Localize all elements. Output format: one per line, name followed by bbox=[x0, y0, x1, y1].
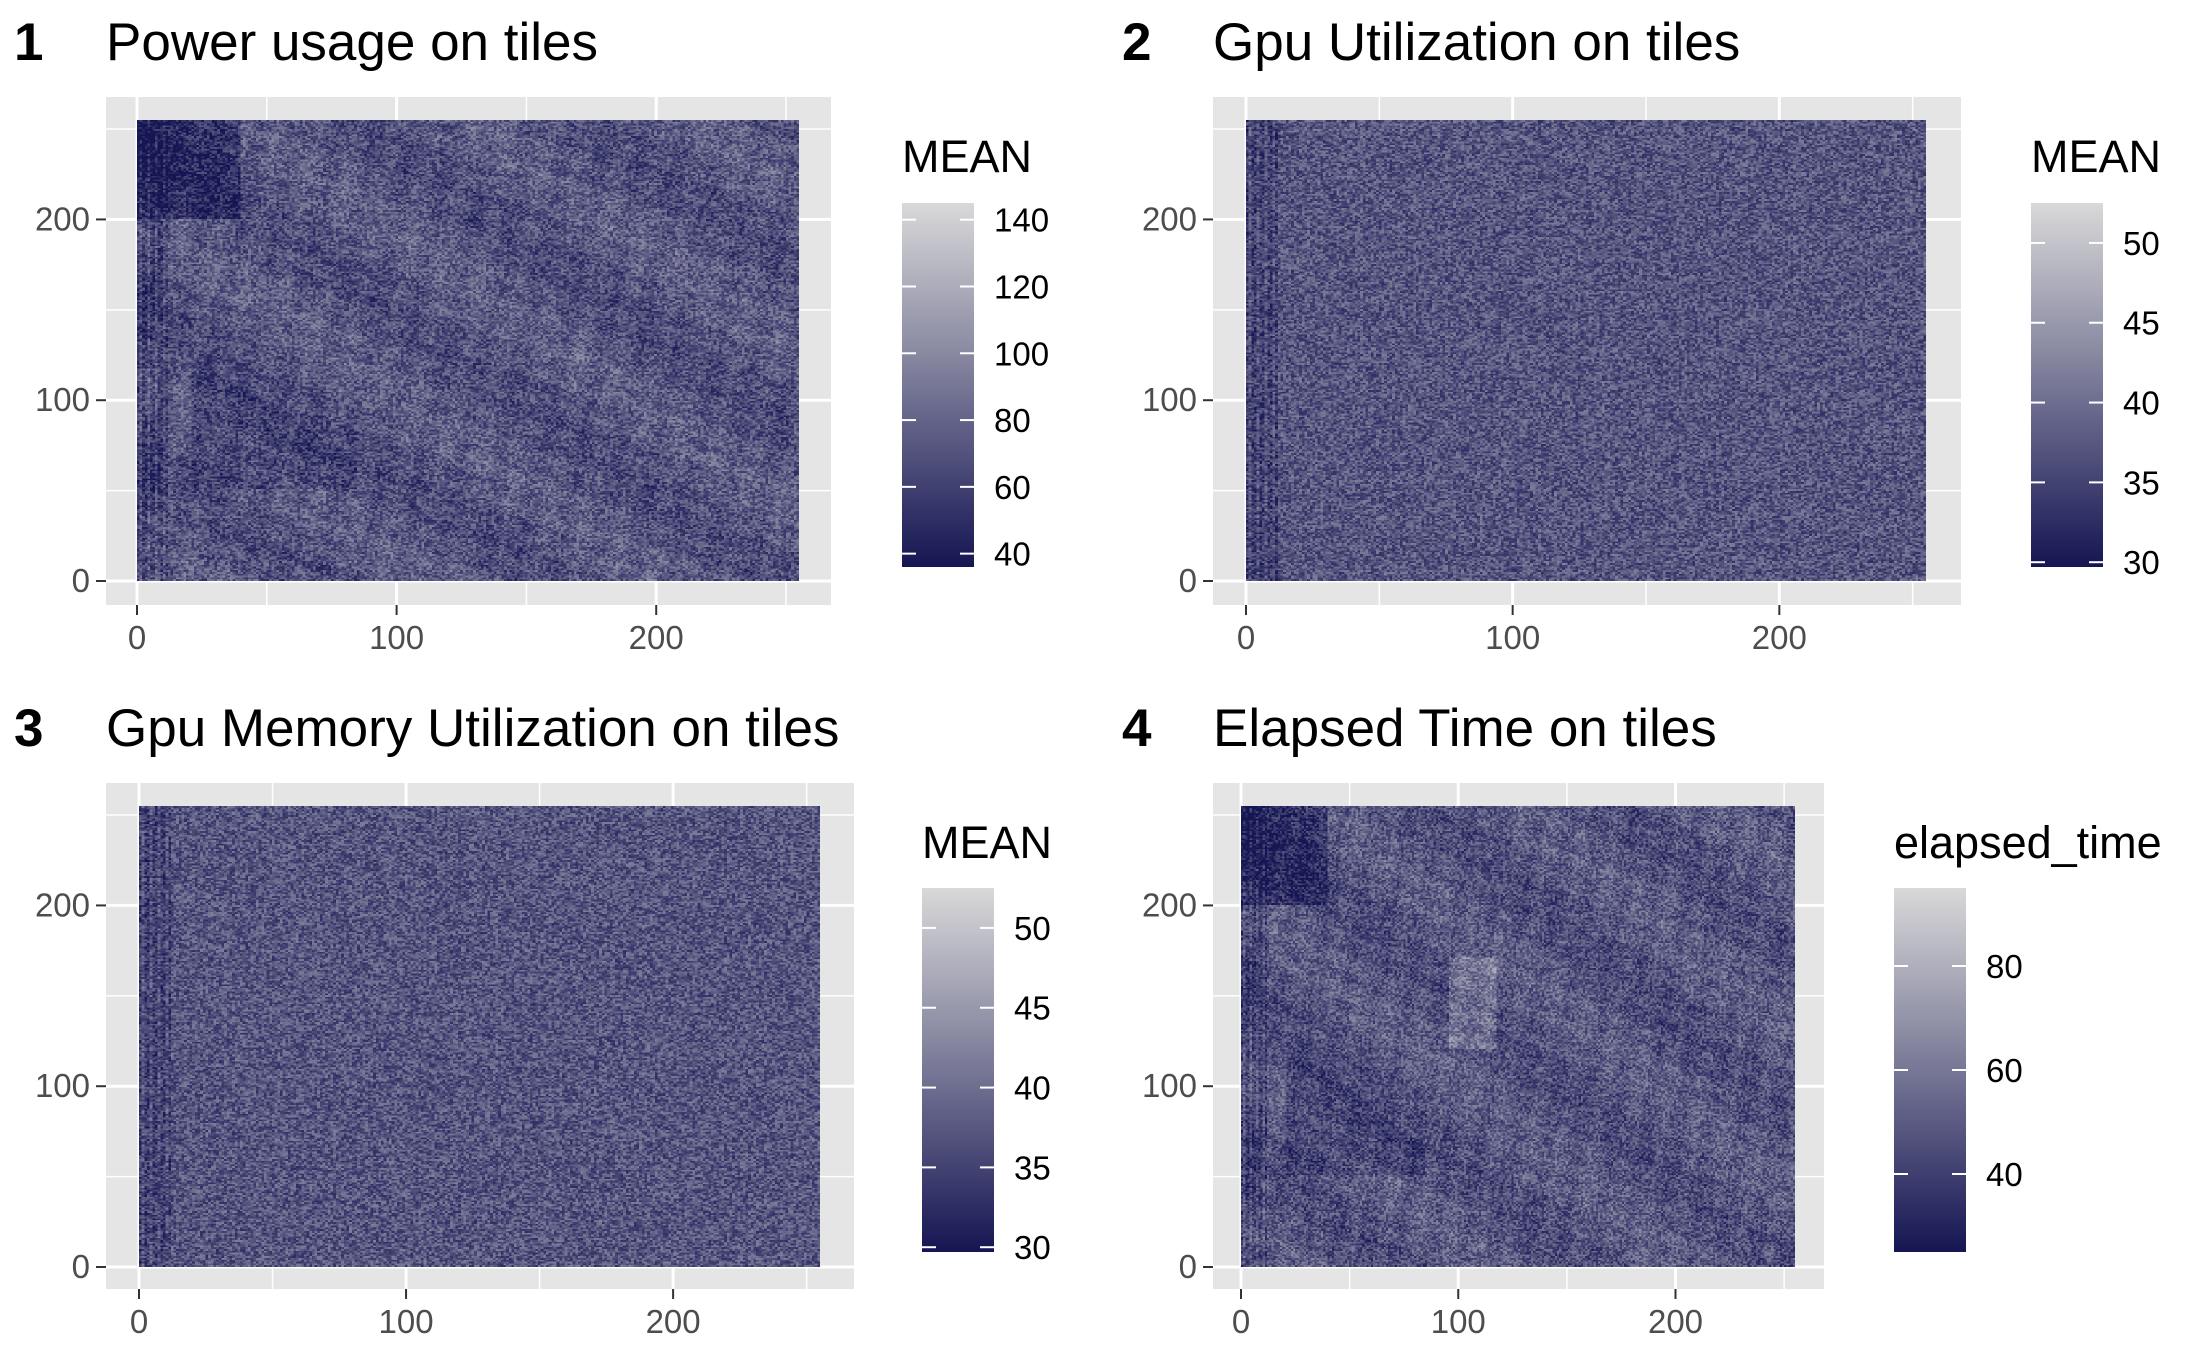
legend-label: 35 bbox=[1014, 1149, 1051, 1186]
legend-title: elapsed_time bbox=[1894, 817, 2162, 868]
panel-title: Elapsed Time on tiles bbox=[1213, 699, 1717, 758]
legend-label: 60 bbox=[994, 469, 1031, 506]
legend-label: 80 bbox=[994, 402, 1031, 439]
heatmap-tiles bbox=[139, 806, 820, 1267]
x-tick-label: 200 bbox=[629, 619, 684, 656]
legend-label: 45 bbox=[2123, 305, 2160, 342]
legend-label: 40 bbox=[1986, 1156, 2023, 1193]
legend-colorbar bbox=[2031, 203, 2103, 567]
legend-label: 45 bbox=[1014, 990, 1051, 1027]
x-tick-label: 0 bbox=[130, 1303, 148, 1340]
legend-label: 30 bbox=[2123, 544, 2160, 581]
panel-3: 3 Gpu Memory Utilization on tiles 0 100 200 0… bbox=[14, 699, 1052, 1340]
panel-4: 4 Elapsed Time on tiles 0 100 200 0 100 200 elap… bbox=[1122, 699, 2162, 1340]
heatmap-tiles bbox=[1246, 120, 1926, 581]
y-tick-label: 100 bbox=[1142, 381, 1197, 418]
y-tick-label: 0 bbox=[72, 1248, 90, 1285]
x-tick-label: 100 bbox=[1431, 1303, 1486, 1340]
x-tick-label: 200 bbox=[1648, 1303, 1703, 1340]
legend-label: 120 bbox=[994, 268, 1049, 305]
panel-tag: 2 bbox=[1122, 13, 1151, 72]
panel-tag: 3 bbox=[14, 699, 43, 758]
legend-colorbar bbox=[922, 888, 994, 1252]
x-tick-label: 100 bbox=[379, 1303, 434, 1340]
y-tick-label: 100 bbox=[35, 381, 90, 418]
x-tick-label: 100 bbox=[369, 619, 424, 656]
heatmap-tiles bbox=[137, 120, 799, 581]
legend-title: MEAN bbox=[902, 131, 1032, 182]
y-tick-label: 200 bbox=[35, 200, 90, 237]
y-tick-label: 0 bbox=[72, 562, 90, 599]
legend-title: MEAN bbox=[922, 817, 1052, 868]
legend-title: MEAN bbox=[2031, 131, 2161, 182]
legend-label: 50 bbox=[2123, 225, 2160, 262]
panel-tag: 1 bbox=[14, 13, 43, 72]
heatmap-tiles bbox=[1241, 806, 1795, 1267]
legend-label: 100 bbox=[994, 335, 1049, 372]
y-tick-label: 0 bbox=[1179, 562, 1197, 599]
x-tick-label: 100 bbox=[1485, 619, 1540, 656]
legend-label: 40 bbox=[2123, 385, 2160, 422]
x-tick-label: 0 bbox=[1237, 619, 1255, 656]
legend-label: 35 bbox=[2123, 464, 2160, 501]
panel-title: Gpu Memory Utilization on tiles bbox=[106, 699, 839, 758]
y-tick-label: 200 bbox=[35, 886, 90, 923]
legend-label: 60 bbox=[1986, 1052, 2023, 1089]
panel-tag: 4 bbox=[1122, 699, 1152, 758]
panel-1: 1 Power usage on tiles 0 100 200 0 100 200 MEAN 4… bbox=[14, 13, 1049, 656]
x-tick-label: 200 bbox=[1752, 619, 1807, 656]
y-tick-label: 200 bbox=[1142, 886, 1197, 923]
legend-label: 50 bbox=[1014, 910, 1051, 947]
y-tick-label: 0 bbox=[1179, 1248, 1197, 1285]
legend-label: 40 bbox=[994, 536, 1031, 573]
legend-label: 140 bbox=[994, 202, 1049, 239]
x-tick-label: 0 bbox=[1232, 1303, 1250, 1340]
legend-colorbar bbox=[902, 203, 974, 567]
x-tick-label: 0 bbox=[128, 619, 146, 656]
panel-2: 2 Gpu Utilization on tiles 0 100 200 0 100 200 M… bbox=[1122, 13, 2161, 656]
legend-label: 40 bbox=[1014, 1070, 1051, 1107]
panel-title: Power usage on tiles bbox=[106, 13, 598, 72]
panel-title: Gpu Utilization on tiles bbox=[1213, 13, 1740, 72]
y-tick-label: 200 bbox=[1142, 200, 1197, 237]
legend-label: 80 bbox=[1986, 948, 2023, 985]
y-tick-label: 100 bbox=[1142, 1067, 1197, 1104]
legend-label: 30 bbox=[1014, 1229, 1051, 1266]
y-tick-label: 100 bbox=[35, 1067, 90, 1104]
x-tick-label: 200 bbox=[646, 1303, 701, 1340]
